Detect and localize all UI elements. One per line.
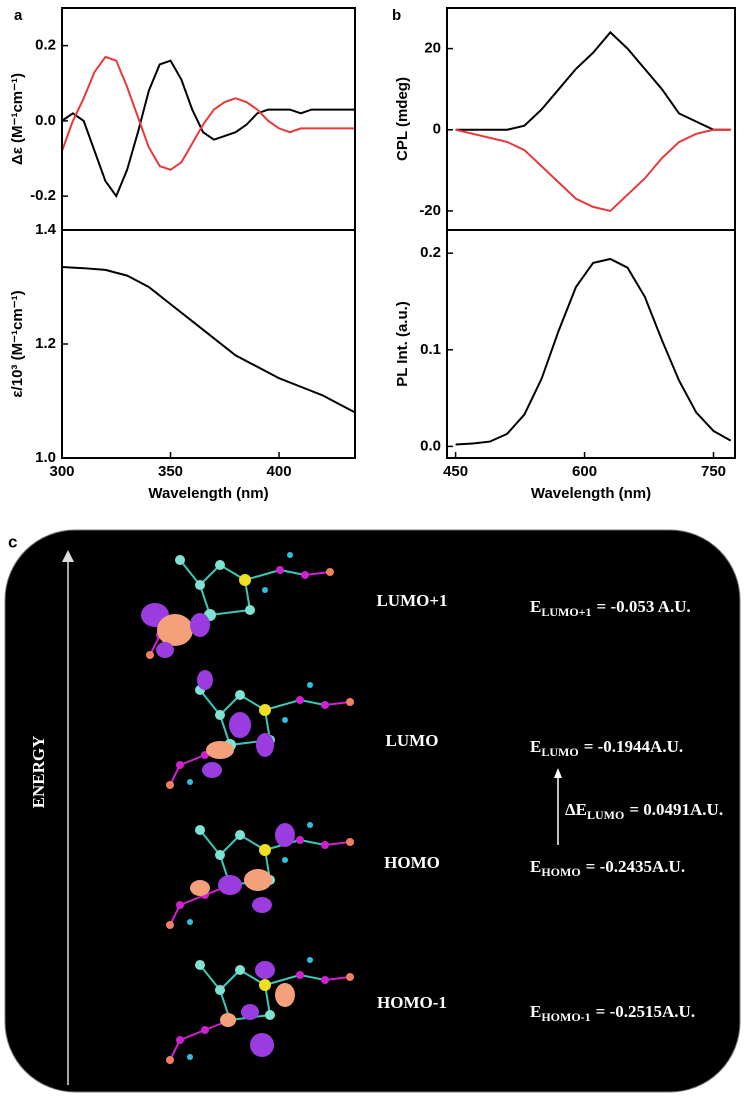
y-tick-label: 0.1 xyxy=(420,341,441,358)
y-axis-label: Δε (M⁻¹cm⁻¹) xyxy=(9,73,26,165)
data-line xyxy=(61,266,356,414)
x-tick-label: 350 xyxy=(158,463,183,480)
plot-frame xyxy=(446,229,736,459)
x-tick-label: 400 xyxy=(267,463,292,480)
orbital-name: HOMO xyxy=(384,853,440,872)
panel-label: c xyxy=(8,532,17,551)
arrow-head xyxy=(62,550,74,562)
data-line xyxy=(455,30,731,131)
x-tick-label: 450 xyxy=(443,463,468,480)
panel-a-b: a b -0.2 0.0 0.2 Δε (M⁻¹cm⁻¹) 1.0 1.2 1.4 300 35… xyxy=(9,7,736,502)
data-line xyxy=(455,128,731,213)
orbital-name: LUMO+1 xyxy=(376,591,447,610)
y-tick-label: 0 xyxy=(433,121,441,138)
x-axis-label: Wavelength (nm) xyxy=(531,485,651,502)
y-tick-label: -20 xyxy=(419,202,441,219)
x-axis-label: Wavelength (nm) xyxy=(148,485,268,502)
y-tick-label: -0.2 xyxy=(30,187,56,204)
gap-value: ΔELUMO = 0.0491A.U. xyxy=(565,800,723,822)
y-tick-label: 1.0 xyxy=(35,449,56,466)
x-tick-label: 750 xyxy=(701,463,726,480)
data-line xyxy=(61,59,355,199)
y-axis-label: CPL (mdeg) xyxy=(394,77,411,161)
x-tick-label: 600 xyxy=(572,463,597,480)
plot-frame xyxy=(61,7,356,231)
y-tick-label: 20 xyxy=(424,40,441,57)
data-line xyxy=(455,257,732,446)
y-axis-label: PL Int. (a.u.) xyxy=(394,301,411,387)
diagram-background xyxy=(4,529,741,1093)
y-tick-label: 1.4 xyxy=(35,221,57,238)
y-tick-label: 0.2 xyxy=(420,244,441,261)
energy-value: EHOMO = -0.2435A.U. xyxy=(530,857,685,879)
panel-label: b xyxy=(392,7,401,24)
plot-frame xyxy=(61,229,356,459)
energy-label: ENERGY xyxy=(29,736,48,809)
orbital-lobes xyxy=(141,603,295,1057)
y-tick-label: 0.0 xyxy=(420,437,441,454)
energy-value: EHOMO-1 = -0.2515A.U. xyxy=(530,1002,695,1024)
y-tick-label: 0.2 xyxy=(35,37,56,54)
y-tick-label: 1.2 xyxy=(35,335,56,352)
energy-value: ELUMO+1 = -0.053 A.U. xyxy=(530,597,691,619)
orbital-name: LUMO xyxy=(386,731,439,750)
arrow-head xyxy=(554,768,562,778)
y-tick-label: 0.0 xyxy=(35,112,56,129)
data-line xyxy=(61,55,355,171)
x-tick-label: 300 xyxy=(49,463,74,480)
y-axis-label: ε/10³ (M⁻¹cm⁻¹) xyxy=(9,290,26,397)
energy-value: ELUMO = -0.1944A.U. xyxy=(530,737,683,759)
panel-label: a xyxy=(14,7,23,24)
orbital-diagram: c ENERGY LUMO+1 LUMO HOMO HOMO-1 ELUMO+1… xyxy=(4,529,741,1093)
orbital-name: HOMO-1 xyxy=(377,993,447,1012)
